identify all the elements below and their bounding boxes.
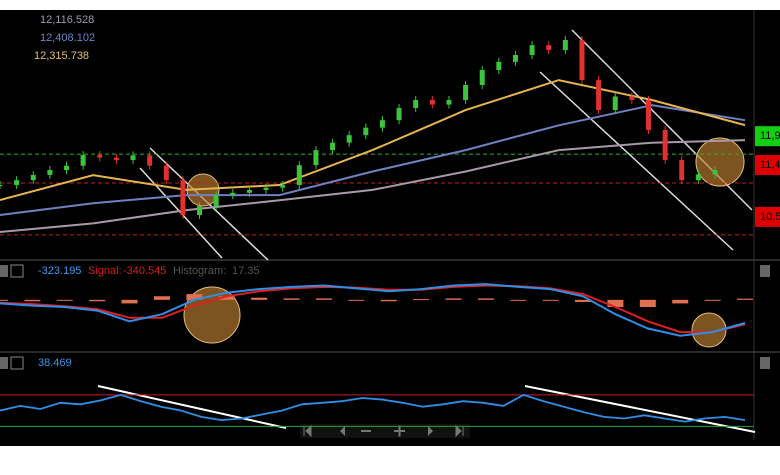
candle-body (379, 120, 385, 128)
candle-body (346, 135, 352, 143)
candle-body (113, 157, 119, 160)
moving-average (0, 79, 746, 201)
candle-body (479, 69, 485, 85)
histogram-bar (121, 299, 138, 304)
histogram-bar (575, 299, 592, 302)
macd-value: -323.195 (38, 265, 81, 277)
candle-body (64, 165, 70, 171)
candle-body (429, 99, 435, 105)
histogram-bar (639, 299, 656, 307)
histogram-bar (542, 299, 559, 301)
signal-value: -340.545 (123, 265, 166, 277)
candle-body (396, 108, 402, 121)
price-panel: 11,9 11,4 10,5 12,116.528 12,408.102 12,315.7… (0, 14, 780, 236)
level-label: 10,5 (760, 211, 780, 223)
histogram-bar (704, 299, 721, 301)
level-label: 11,4 (760, 159, 780, 171)
level-label: 11,9 (760, 130, 780, 142)
histogram-bar (218, 296, 235, 300)
candle-body (47, 170, 53, 175)
histogram-bar (153, 296, 170, 300)
histogram-bar (283, 298, 300, 300)
candle-body (413, 99, 419, 109)
candle-body (546, 45, 552, 51)
candle-body (579, 39, 585, 81)
histogram-bar (251, 297, 268, 300)
candle-body (596, 80, 602, 111)
candle-body (213, 195, 219, 207)
histogram-bar (672, 299, 689, 304)
candle-body (263, 187, 269, 190)
candle-body (463, 84, 469, 100)
candle-body (130, 155, 136, 160)
rsi-panel: 38.469 (0, 357, 754, 427)
histogram-bar (607, 299, 624, 307)
moving-average (0, 139, 746, 233)
ma-value: 12,408.102 (40, 32, 95, 44)
candle-body (147, 155, 153, 166)
highlight-circles (183, 137, 745, 348)
level-badge (755, 155, 780, 176)
candle-body (679, 159, 685, 181)
candle-body (80, 155, 86, 166)
candle-body (30, 174, 36, 181)
candle-body (712, 170, 718, 175)
candle-body (97, 155, 103, 158)
histogram-bar (186, 294, 203, 300)
candle-body (280, 185, 286, 188)
histogram-bar (380, 299, 397, 302)
candle-body (246, 189, 252, 193)
level-badge (755, 206, 780, 227)
histogram-caption: Histogram: (173, 265, 226, 277)
candle-body (612, 96, 618, 111)
ma-value: 12,315.738 (34, 50, 89, 62)
histogram-bar (477, 298, 494, 300)
histogram-bar (445, 298, 462, 300)
candle-body (496, 61, 502, 70)
navigation-bar[interactable] (300, 424, 470, 438)
candle-body (363, 127, 369, 136)
candle-body (562, 39, 568, 51)
histogram-bar (56, 299, 73, 301)
candle-body (446, 99, 452, 105)
rsi-line (0, 393, 746, 423)
moving-average (0, 104, 746, 216)
histogram-bar (315, 298, 332, 300)
candle-body (512, 54, 518, 62)
macd-line (0, 283, 746, 337)
rsi-trendlines (97, 385, 756, 433)
candle-body (695, 174, 701, 181)
candle-body (197, 206, 203, 216)
histogram-value: 17.35 (232, 265, 260, 277)
macd-panel: -323.195 Signal: -340.545 Histogram: 17.35 (0, 265, 753, 337)
ma-value: 12,116.528 (40, 14, 94, 26)
candle-body (629, 96, 635, 100)
candle-body (230, 192, 236, 196)
histogram-bar (348, 299, 365, 301)
histogram-bar (510, 299, 527, 301)
candle-body (529, 45, 535, 55)
histogram-bar (0, 299, 8, 301)
candle-body (313, 150, 319, 166)
histogram-bar (24, 299, 41, 302)
candle-body (0, 185, 3, 187)
panel-controls[interactable] (0, 264, 770, 370)
candle-body (163, 165, 169, 181)
candle-body (180, 180, 186, 216)
histogram-bar (737, 298, 753, 300)
histogram-bar (89, 299, 106, 302)
rsi-value: 38.469 (38, 357, 72, 369)
signal-caption: Signal: (88, 265, 122, 277)
background (0, 10, 780, 446)
candle-body (296, 165, 302, 186)
candle-body (330, 142, 336, 151)
histogram-bar (413, 299, 430, 301)
candle-body (14, 180, 20, 186)
candle-body (645, 99, 651, 130)
candle-body (662, 129, 668, 160)
signal-line (0, 284, 746, 334)
level-badge (755, 126, 780, 147)
